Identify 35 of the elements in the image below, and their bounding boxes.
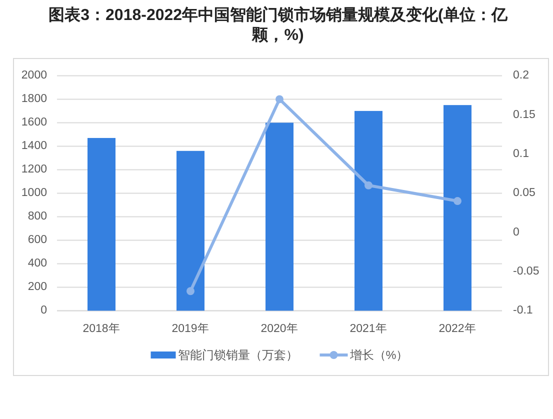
y-tick-label: 800 — [28, 210, 47, 223]
legend-label: 增长（%） — [348, 348, 408, 362]
y2-tick-label: 0.2 — [513, 70, 529, 82]
y2-tick-label: -0.1 — [513, 304, 533, 317]
y-tick-label: 0 — [40, 304, 47, 317]
y2-tick-label: 0 — [513, 226, 520, 238]
y-tick-label: 1200 — [21, 164, 47, 176]
bar — [176, 150, 204, 311]
point — [186, 287, 194, 296]
y-tick-label: 1600 — [21, 116, 47, 129]
legend-label: 智能门锁销量（万套） — [178, 348, 298, 362]
y-tick-label: 600 — [28, 234, 47, 246]
y-tick-label: 1400 — [21, 140, 47, 152]
y-tick-label: 200 — [28, 281, 47, 294]
y-tick-label: 1800 — [21, 93, 47, 106]
point — [276, 95, 284, 104]
y-tick-label: 2000 — [21, 70, 47, 82]
y-tick-label: 400 — [28, 258, 47, 270]
chart-title: 图表3：2018-2022年中国智能门锁市场销量规模及变化(单位：亿颗，%) — [48, 6, 508, 46]
x-tick-label: 2019年 — [172, 322, 210, 335]
y2-tick-label: 0.05 — [513, 187, 536, 200]
y2-tick-label: -0.05 — [513, 266, 540, 278]
bar — [354, 110, 382, 311]
x-tick-label: 2020年 — [260, 322, 298, 335]
bar — [88, 138, 116, 311]
x-tick-label: 2022年 — [438, 322, 476, 335]
y2-tick-label: 0.15 — [513, 108, 536, 121]
point — [454, 197, 462, 206]
y2-tick-label: 0.1 — [513, 148, 529, 160]
y-tick-label: 1000 — [21, 187, 47, 200]
bar — [444, 105, 472, 311]
x-tick-label: 2018年 — [82, 322, 120, 335]
x-tick-label: 2021年 — [350, 322, 388, 335]
point — [364, 181, 372, 190]
bar — [266, 122, 294, 311]
